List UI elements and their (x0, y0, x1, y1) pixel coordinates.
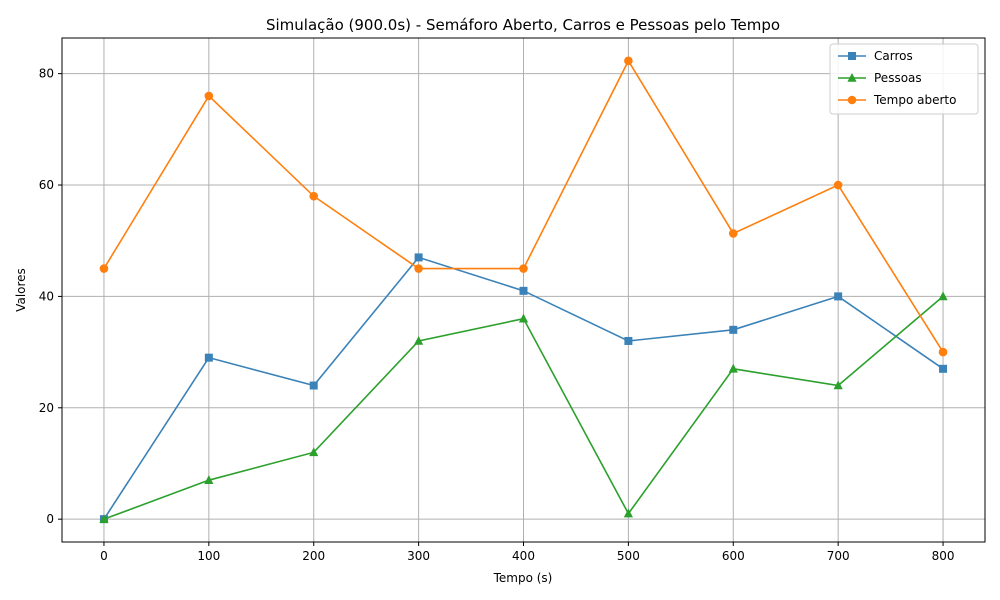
data-point (99, 514, 109, 523)
x-tick-label: 200 (302, 549, 325, 563)
x-tick-label: 600 (722, 549, 745, 563)
legend-label: Pessoas (874, 71, 922, 85)
data-point (938, 291, 948, 301)
data-point (414, 264, 423, 273)
data-point (939, 364, 948, 373)
series-2 (99, 56, 948, 357)
series-1 (99, 291, 948, 523)
y-axis-ticks: 0 20 40 60 80 (39, 67, 62, 526)
data-point (519, 286, 528, 295)
y-axis-title: Valores (14, 268, 28, 312)
data-point (729, 325, 738, 334)
x-tick-label: 300 (407, 549, 430, 563)
data-point (204, 353, 213, 362)
data-point (204, 91, 214, 101)
x-tick-label: 500 (617, 549, 640, 563)
legend-marker (847, 95, 857, 105)
data-point (309, 191, 319, 201)
x-axis-ticks: 0 100 200 300 400 500 600 700 800 (100, 542, 954, 563)
data-point (624, 56, 633, 66)
y-tick-label: 20 (39, 401, 54, 415)
data-point (728, 229, 738, 238)
y-tick-label: 80 (39, 67, 54, 81)
data-point (833, 380, 843, 390)
x-tick-label: 700 (827, 549, 850, 563)
legend-item: Carros (838, 49, 913, 63)
data-point (833, 180, 843, 190)
series-0 (99, 253, 948, 524)
data-point (414, 335, 424, 345)
legend-item: Tempo aberto (838, 93, 956, 107)
legend: Carros Pessoas Tempo aberto (829, 43, 979, 115)
series-layer (99, 56, 948, 524)
x-tick-label: 800 (932, 549, 955, 563)
x-axis-title: Tempo (s) (493, 571, 553, 585)
legend-marker (847, 73, 857, 82)
data-point (518, 313, 529, 323)
x-tick-label: 0 (100, 549, 108, 563)
data-point (624, 336, 633, 345)
x-tick-label: 400 (512, 549, 535, 563)
y-tick-label: 60 (39, 178, 54, 192)
y-tick-label: 40 (39, 289, 54, 303)
data-point (204, 475, 214, 484)
legend-item: Pessoas (838, 71, 922, 85)
data-point (99, 264, 109, 273)
data-point (519, 264, 528, 273)
y-tick-label: 0 (46, 512, 54, 526)
data-point (623, 508, 633, 518)
chart-title: Simulação (900.0s) - Semáforo Aberto, Ca… (266, 16, 780, 34)
data-point (938, 347, 948, 357)
data-point (728, 363, 738, 373)
data-point (309, 447, 319, 457)
legend-box (829, 43, 979, 115)
data-point (834, 292, 843, 301)
x-tick-label: 100 (197, 549, 220, 563)
legend-marker (848, 52, 856, 60)
data-point (414, 253, 423, 262)
data-point (309, 381, 318, 390)
legend-label: Carros (874, 49, 913, 63)
legend-label: Tempo aberto (873, 93, 956, 107)
